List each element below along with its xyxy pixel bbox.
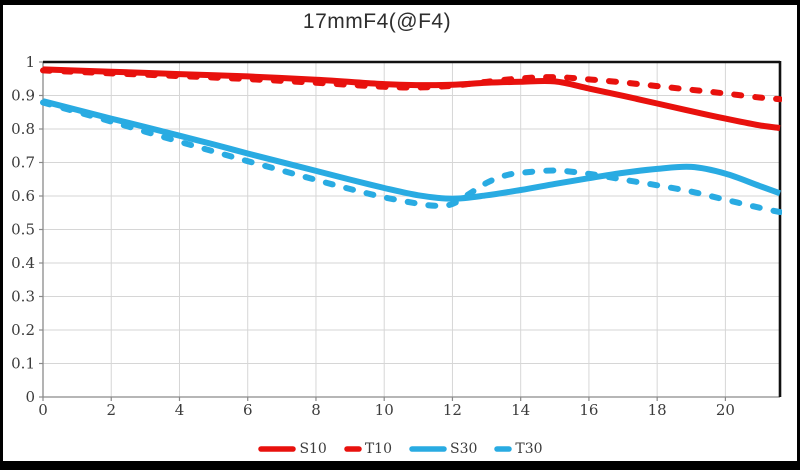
legend-label-t30: T30 xyxy=(515,440,543,457)
series-line-s10 xyxy=(42,66,781,131)
legend-item-s10: S10 xyxy=(257,440,327,457)
tick-labels: 00.10.20.30.40.50.60.70.80.910 2 4 6 8 10 12 14… xyxy=(11,53,735,419)
legend-label-t10: T10 xyxy=(364,440,392,457)
y-tick-label: 0.5 xyxy=(11,221,35,239)
x-tick-label: 20 xyxy=(716,401,735,419)
legend-item-s30: S30 xyxy=(408,442,477,456)
x-tick-label: 0 xyxy=(38,401,48,419)
y-tick-label: 0.7 xyxy=(11,154,35,172)
series-line-t30 xyxy=(40,99,782,216)
y-tick-label: 0.1 xyxy=(11,355,35,373)
frame-border-right xyxy=(797,0,800,470)
legend-label-s10: S10 xyxy=(299,440,327,457)
series-line-t10 xyxy=(40,67,782,103)
frame-border-top xyxy=(0,0,800,5)
legend-item-t10: T10 xyxy=(343,442,392,456)
y-tick-label: 0.9 xyxy=(11,87,35,105)
x-tick-label: 12 xyxy=(443,401,462,419)
legend-swatch-s30-line xyxy=(409,445,447,452)
y-tick-label: 0.2 xyxy=(11,321,35,339)
y-tick-label: 0.8 xyxy=(11,120,35,138)
series-curves xyxy=(40,66,782,216)
legend-item-t30: T30 xyxy=(493,440,543,457)
x-tick-label: 18 xyxy=(648,401,667,419)
gridlines xyxy=(43,62,780,397)
x-tick-label: 8 xyxy=(311,401,321,419)
x-tick-label: 16 xyxy=(579,401,598,419)
y-tick-label: 0.3 xyxy=(11,288,35,306)
chart-title: 17mmF4(@F4) xyxy=(302,10,452,33)
x-tick-label: 10 xyxy=(375,401,394,419)
y-tick-label: 0 xyxy=(25,388,35,406)
legend-swatch-s10-line xyxy=(258,445,297,452)
y-tick-label: 0.6 xyxy=(11,187,35,205)
x-tick-label: 4 xyxy=(175,401,185,419)
frame-border-bottom xyxy=(0,461,800,470)
y-tick-label: 1 xyxy=(25,53,35,71)
legend-swatch-t30-dash xyxy=(494,445,513,452)
axes xyxy=(39,60,782,401)
x-tick-label: 14 xyxy=(511,401,530,419)
legend-label-s30: S30 xyxy=(450,440,478,457)
series-line-s30 xyxy=(42,98,781,202)
x-tick-label: 6 xyxy=(243,401,253,419)
legend-swatch-t10-dash xyxy=(344,445,362,452)
frame-border-left xyxy=(0,0,3,470)
y-tick-label: 0.4 xyxy=(11,254,35,272)
x-tick-label: 2 xyxy=(106,401,116,419)
chart-legend: S10 T10 S30 T30 xyxy=(0,439,800,458)
